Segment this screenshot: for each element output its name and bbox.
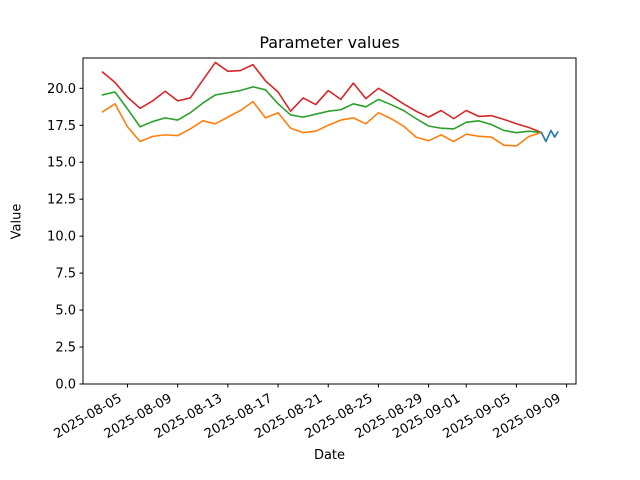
x-axis-label: Date bbox=[313, 448, 346, 463]
green-series-line bbox=[101, 86, 543, 134]
y-tick-label: 7.5 bbox=[55, 267, 76, 282]
y-tick-label: 12.5 bbox=[47, 193, 76, 208]
y-tick-label: 10.0 bbox=[47, 230, 76, 245]
y-tick-label: 20.0 bbox=[47, 82, 76, 97]
orange-series-line bbox=[101, 100, 543, 147]
y-tick-label: 15.0 bbox=[47, 156, 76, 171]
y-tick-label: 17.5 bbox=[47, 119, 76, 134]
y-tick-label: 0.0 bbox=[55, 378, 76, 393]
red-series-line bbox=[101, 61, 543, 134]
y-tick-label: 2.5 bbox=[55, 341, 76, 356]
axes-spines bbox=[82, 57, 577, 385]
blue-series-line bbox=[540, 129, 559, 143]
y-axis-label: Value bbox=[9, 203, 25, 240]
chart-title: Parameter values bbox=[259, 33, 400, 52]
y-tick-label: 5.0 bbox=[55, 304, 76, 319]
